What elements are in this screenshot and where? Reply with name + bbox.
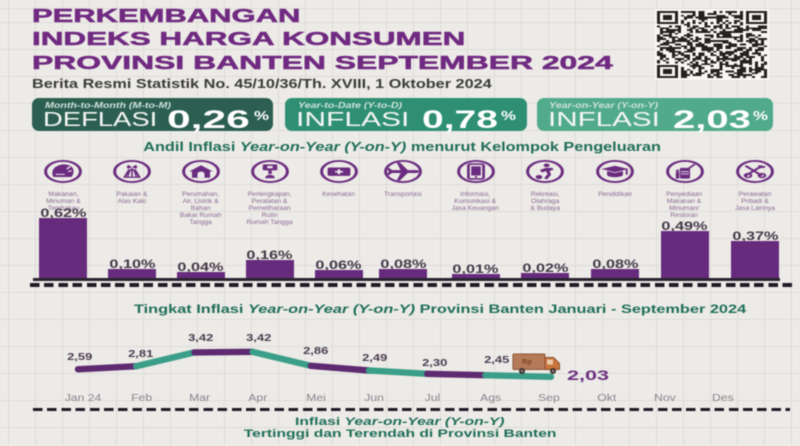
svg-text:Rp: Rp [522, 357, 532, 366]
